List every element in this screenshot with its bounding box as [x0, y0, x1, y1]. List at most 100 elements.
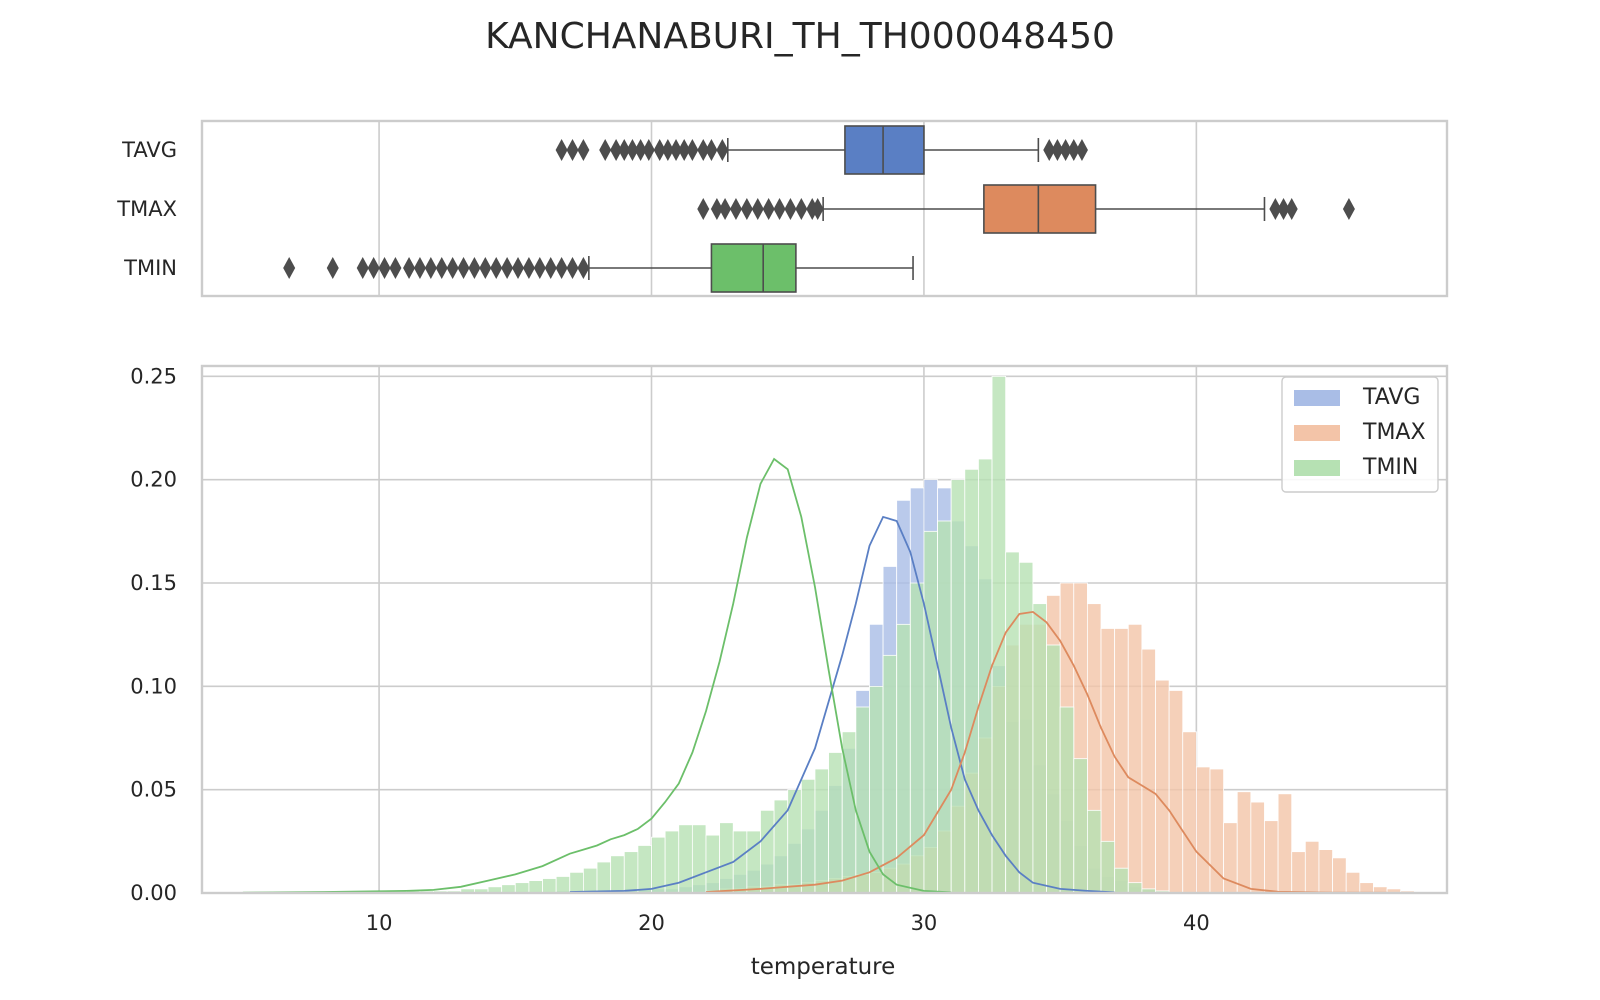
histogram-bar — [746, 830, 761, 893]
histogram-bar — [909, 582, 925, 893]
box-outlier — [610, 139, 623, 161]
histogram-bar — [1236, 791, 1252, 893]
box-outlier — [1067, 139, 1080, 161]
histogram-bar — [882, 654, 898, 893]
histogram-bar — [596, 861, 612, 893]
histogram-bar — [691, 824, 707, 893]
x-tick-label: 10 — [366, 911, 393, 935]
box-outlier — [1043, 139, 1056, 161]
histogram-bar — [978, 458, 993, 893]
box-iqr — [983, 184, 1097, 234]
box-outlier — [533, 257, 546, 279]
y-tick-label: 0.15 — [130, 571, 177, 595]
x-tick-label: 30 — [911, 911, 938, 935]
box-outlier — [1051, 139, 1064, 161]
histogram-bar — [923, 530, 938, 893]
box-outlier — [577, 257, 590, 279]
box-outlier — [719, 198, 732, 220]
x-tick-label: 40 — [1183, 911, 1210, 935]
histogram-bar — [1318, 849, 1333, 893]
box-outlier — [1277, 198, 1290, 220]
histogram-bar — [637, 845, 652, 893]
box-outlier — [678, 139, 691, 161]
box-outlier — [642, 139, 655, 161]
histogram-bar — [1291, 851, 1306, 893]
histogram-bar — [1141, 648, 1156, 893]
box-outlier — [697, 198, 710, 220]
box-category-label: TMIN — [123, 256, 177, 280]
histogram-bar — [1250, 801, 1265, 893]
box-outlier — [501, 257, 514, 279]
y-tick-label: 0.25 — [130, 364, 177, 388]
legend-label: TMAX — [1362, 420, 1426, 445]
histogram-bar — [1032, 603, 1047, 893]
box-outlier — [577, 139, 590, 161]
box-outlier — [1075, 139, 1088, 161]
box-outlier — [811, 198, 824, 220]
histogram-bar — [1332, 857, 1347, 893]
box-outlier — [795, 198, 808, 220]
histogram-bar — [1155, 679, 1170, 893]
histogram-bar — [555, 876, 571, 893]
box-outlier — [555, 257, 568, 279]
x-tick-label: 20 — [638, 911, 665, 935]
box-outlier — [1342, 198, 1355, 220]
box-plot-frame — [200, 119, 1449, 298]
box-outlier — [468, 257, 481, 279]
histogram-bar — [1182, 731, 1197, 893]
box-outlier — [424, 257, 437, 279]
histogram-frame — [200, 364, 1449, 895]
kde-line-tavg — [569, 515, 1115, 893]
box-outlier — [710, 198, 723, 220]
histogram-bar — [719, 822, 734, 893]
y-tick-label: 0.05 — [130, 778, 177, 802]
y-tick-label: 0.20 — [130, 468, 177, 492]
box-tmax: TMAX — [116, 184, 1355, 234]
x-axis-label: temperature — [751, 954, 896, 980]
legend-label: TAVG — [1362, 385, 1420, 410]
box-outlier — [367, 257, 380, 279]
box-outlier — [326, 257, 339, 279]
histogram-bar — [1304, 840, 1320, 893]
box-outlier — [653, 139, 666, 161]
box-outlier — [599, 139, 612, 161]
histogram-bar — [1127, 882, 1143, 893]
box-tavg: TAVG — [121, 125, 1088, 175]
box-outlier — [751, 198, 764, 220]
histogram-bar — [937, 520, 952, 893]
box-outlier — [544, 257, 557, 279]
kde-line-tmax — [705, 610, 1388, 893]
histogram-bar — [950, 479, 966, 893]
box-outlier — [283, 257, 296, 279]
box-outlier — [555, 139, 568, 161]
box-outlier — [446, 257, 459, 279]
histogram-bar — [1059, 706, 1075, 893]
histogram-bar — [732, 830, 748, 893]
histogram-bar — [855, 706, 870, 893]
box-outlier — [626, 139, 639, 161]
box-outlier — [1059, 139, 1072, 161]
histogram-bar — [514, 882, 530, 893]
histogram-bar — [1264, 820, 1279, 893]
histogram-bar — [623, 851, 639, 893]
box-category-label: TAVG — [121, 138, 177, 162]
box-outlier — [403, 257, 416, 279]
kde-lines — [242, 457, 1388, 893]
box-outlier — [389, 257, 402, 279]
histogram-bar — [1345, 871, 1361, 893]
box-outlier — [566, 139, 579, 161]
box-outlier — [566, 257, 579, 279]
box-outlier — [686, 139, 699, 161]
legend: TAVG TMAX TMIN — [1281, 376, 1439, 493]
histogram-bar — [1127, 623, 1143, 893]
histogram-bar — [1168, 690, 1184, 893]
histogram-bar — [1086, 809, 1102, 893]
box-outlier — [661, 139, 674, 161]
box-outlier — [740, 198, 753, 220]
histogram-bar — [569, 871, 584, 893]
box-outlier — [522, 257, 535, 279]
histogram-bar — [501, 884, 516, 893]
histogram-bar — [1359, 882, 1374, 893]
box-outlier — [773, 198, 786, 220]
